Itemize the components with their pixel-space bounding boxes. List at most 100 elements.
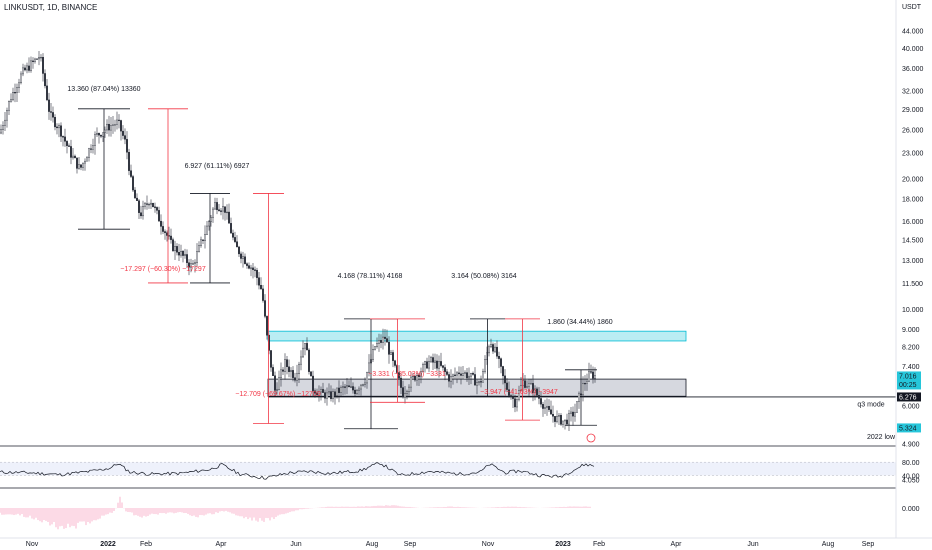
x-tick-label: Feb bbox=[140, 541, 152, 548]
rsi-tick-label: 80.00 bbox=[902, 460, 920, 467]
candle-body bbox=[97, 133, 100, 136]
candle-body bbox=[470, 373, 473, 377]
candle-body bbox=[217, 209, 220, 211]
candle-body bbox=[167, 235, 170, 237]
candle-body bbox=[418, 375, 421, 378]
candle-body bbox=[181, 251, 184, 256]
candle-body bbox=[69, 146, 72, 158]
candle-body bbox=[16, 87, 19, 93]
candle-body bbox=[143, 203, 146, 207]
candle-body bbox=[215, 202, 218, 210]
measurements: 13.360 (87.04%) 13360 −17.297 (−60.30%) −… bbox=[67, 86, 613, 430]
candle-body bbox=[9, 99, 12, 102]
y-tick-label: 36.000 bbox=[902, 66, 924, 73]
y-tick-label: 14.500 bbox=[902, 237, 924, 244]
candle-body bbox=[161, 226, 164, 232]
candle-body bbox=[113, 124, 116, 126]
measure-6-label: −3.331 (−35.03%) −3331 bbox=[368, 371, 446, 378]
candle-body bbox=[566, 419, 569, 425]
x-tick-label: Sep bbox=[862, 541, 875, 548]
candle-body bbox=[46, 85, 49, 101]
candle-body bbox=[446, 371, 449, 375]
candle-body bbox=[308, 349, 311, 372]
candle-body bbox=[0, 129, 2, 134]
measure-5-label: 3.164 (50.08%) 3164 bbox=[451, 273, 516, 280]
candle-body bbox=[189, 263, 192, 268]
candle-body bbox=[310, 371, 313, 377]
x-tick-label: Apr bbox=[671, 541, 683, 548]
candle-body bbox=[584, 383, 587, 385]
candle-body bbox=[260, 285, 263, 290]
candle-body bbox=[460, 373, 463, 376]
price-label-box bbox=[897, 423, 921, 433]
grid bbox=[0, 445, 896, 489]
candle-body bbox=[52, 112, 55, 118]
candle-body bbox=[91, 145, 94, 150]
y-tick-label: 11.500 bbox=[902, 281, 923, 288]
candle-body bbox=[38, 57, 41, 60]
candle-body bbox=[133, 189, 136, 199]
x-tick-label: Jun bbox=[290, 541, 301, 548]
candle-body bbox=[292, 370, 295, 378]
candle-body bbox=[270, 350, 273, 368]
candle-body bbox=[155, 207, 158, 211]
candle-body bbox=[24, 67, 27, 71]
candle-body bbox=[290, 370, 293, 372]
candle-body bbox=[344, 386, 347, 388]
candle-body bbox=[526, 386, 529, 388]
candle-body bbox=[568, 413, 571, 425]
candle-body bbox=[496, 346, 499, 357]
y-tick-label: 20.000 bbox=[902, 177, 924, 184]
candle-body bbox=[56, 126, 59, 129]
candle-body bbox=[362, 384, 365, 386]
candle-body bbox=[109, 125, 112, 131]
candle-body bbox=[494, 346, 497, 352]
candle-body bbox=[67, 145, 70, 147]
candle-body bbox=[175, 246, 178, 253]
y-tick-label: 23.000 bbox=[902, 150, 924, 157]
candle-body bbox=[592, 371, 595, 379]
candle-body bbox=[75, 157, 78, 169]
candle-body bbox=[201, 239, 204, 241]
candle-body bbox=[388, 341, 391, 355]
rsi-band bbox=[0, 462, 896, 476]
candle-body bbox=[350, 386, 353, 388]
candle-body bbox=[538, 395, 541, 399]
candle-body bbox=[320, 389, 323, 393]
candle-body bbox=[159, 220, 162, 227]
candle-body bbox=[406, 391, 409, 394]
y-tick-label: 16.000 bbox=[902, 219, 924, 226]
candle-body bbox=[183, 254, 186, 256]
candle-body bbox=[95, 133, 98, 135]
candle-body bbox=[556, 416, 559, 422]
y-tick-label: 18.000 bbox=[902, 197, 924, 204]
candle-body bbox=[298, 363, 301, 375]
candle-body bbox=[380, 340, 383, 343]
candle-body bbox=[247, 265, 250, 269]
candle-body bbox=[115, 119, 118, 125]
candle-body bbox=[42, 56, 45, 74]
candle-body bbox=[520, 385, 523, 391]
candle-body bbox=[554, 416, 557, 422]
candle-body bbox=[322, 389, 325, 393]
y-tick-label: 40.000 bbox=[902, 46, 924, 53]
candle-body bbox=[22, 67, 25, 75]
candle-body bbox=[512, 396, 515, 399]
candle-body bbox=[432, 357, 435, 363]
candle-body bbox=[558, 415, 561, 417]
candle-body bbox=[318, 391, 321, 396]
candle-body bbox=[199, 239, 202, 246]
candle-body bbox=[296, 373, 299, 381]
candle-body bbox=[302, 347, 305, 358]
candle-body bbox=[478, 381, 481, 383]
candle-body bbox=[221, 206, 224, 212]
candle-body bbox=[99, 134, 102, 137]
candle-body bbox=[364, 382, 367, 385]
y-tick-label: 44.000 bbox=[902, 28, 924, 35]
hist-tick-label: 0.000 bbox=[902, 506, 920, 513]
candle-body bbox=[77, 164, 80, 169]
candle-body bbox=[209, 217, 212, 222]
candle-body bbox=[378, 340, 381, 344]
candle-body bbox=[60, 125, 63, 137]
